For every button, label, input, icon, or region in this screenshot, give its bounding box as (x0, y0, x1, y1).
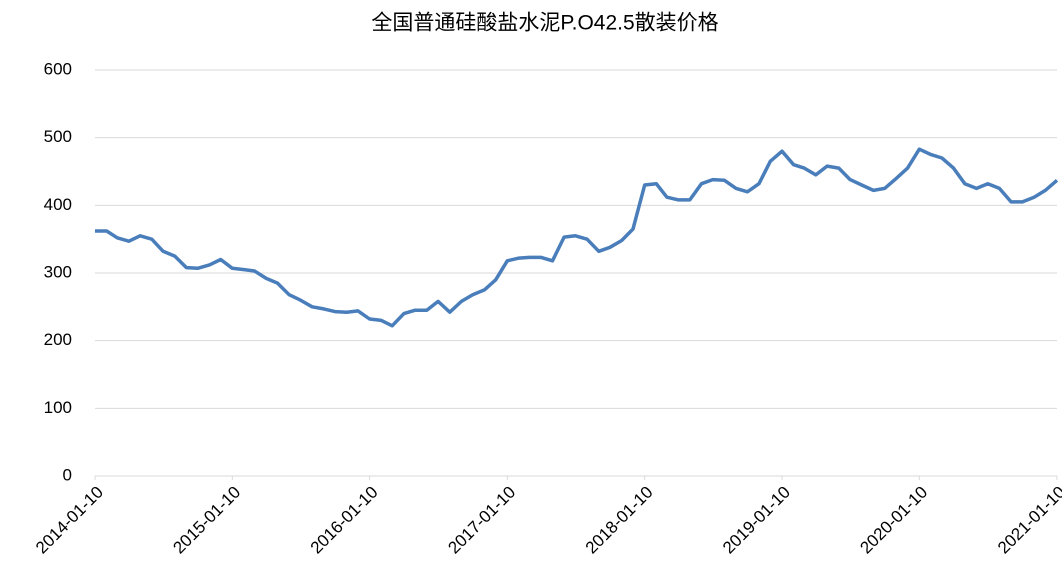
y-tick-label: 300 (44, 262, 72, 281)
y-tick-label: 200 (44, 330, 72, 349)
x-tick-label: 2021-01-10 (994, 483, 1062, 558)
y-tick-label: 0 (63, 465, 72, 484)
y-tick-label: 100 (44, 398, 72, 417)
x-tick-label: 2020-01-10 (856, 483, 931, 558)
x-tick-label: 2016-01-10 (307, 483, 382, 558)
y-tick-label: 400 (44, 195, 72, 214)
x-tick-label: 2017-01-10 (444, 483, 519, 558)
x-tick-label: 2019-01-10 (719, 483, 794, 558)
y-tick-label: 500 (44, 127, 72, 146)
y-tick-label: 600 (44, 59, 72, 78)
chart-title: 全国普通硅酸盐水泥P.O42.5散装价格 (371, 12, 718, 35)
x-tick-label: 2014-01-10 (32, 483, 107, 558)
x-tick-label: 2015-01-10 (169, 483, 244, 558)
line-series (95, 147, 1059, 328)
x-tick-label: 2018-01-10 (582, 483, 657, 558)
